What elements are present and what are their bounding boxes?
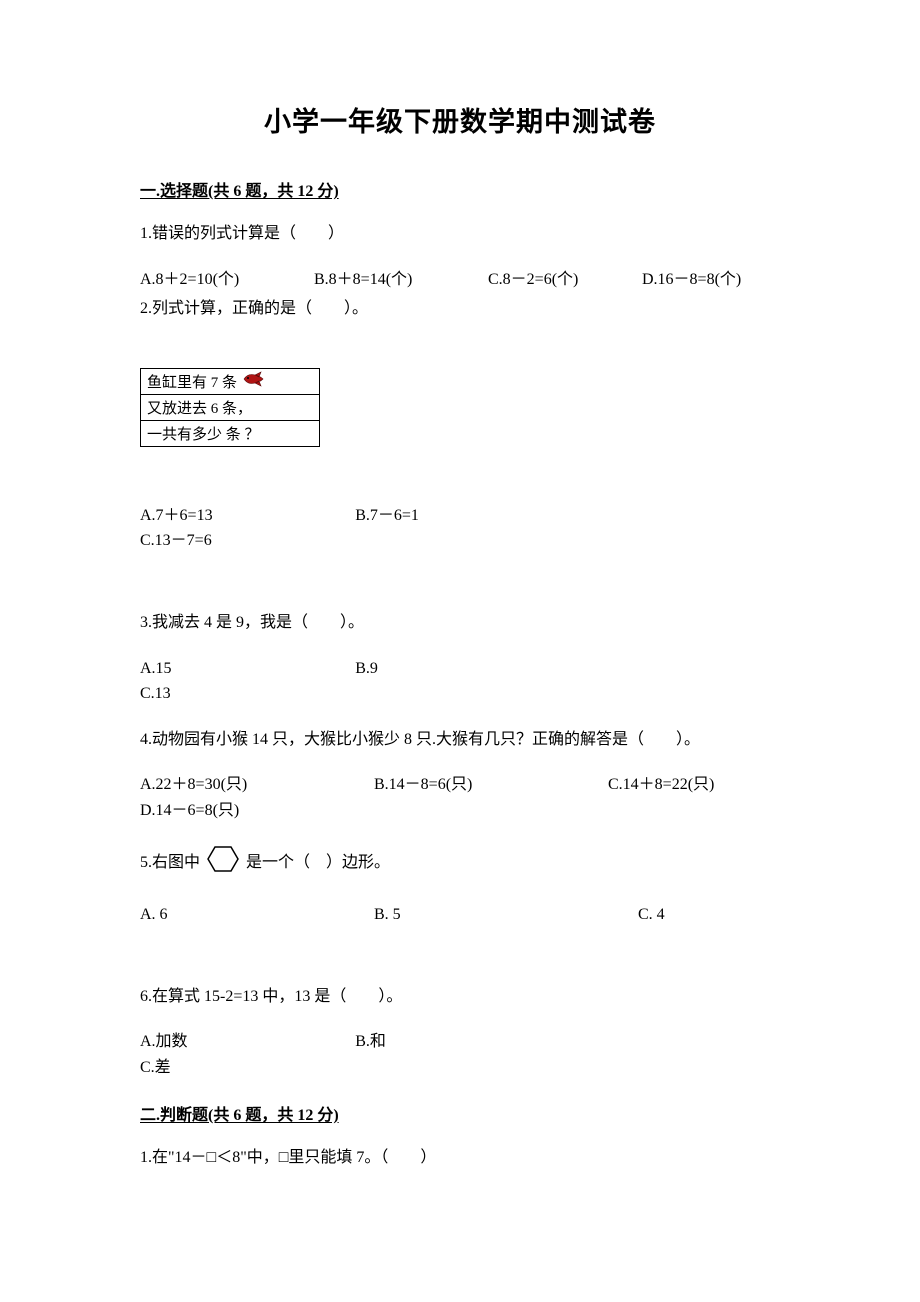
q5-opt-b: B. 5 (374, 902, 634, 928)
q4-opt-b: B.14－8=6(只) (374, 772, 604, 798)
q4-options: A.22＋8=30(只) B.14－8=6(只) C.14＋8=22(只) D.… (140, 772, 780, 823)
q3-stem: 3.我减去 4 是 9，我是（ ）。 (140, 610, 780, 636)
q2-opt-b: B.7－6=1 (355, 503, 566, 529)
q2-opt-a: A.7＋6=13 (140, 503, 351, 529)
q1-opt-c: C.8－2=6(个) (488, 267, 638, 293)
q4-opt-a: A.22＋8=30(只) (140, 772, 370, 798)
q5-stem-post: 是一个（ ）边形。 (246, 854, 390, 871)
q3-opt-c: C.13 (140, 681, 351, 707)
q5-opt-a: A. 6 (140, 902, 370, 928)
section-2-header: 二.判断题(共 6 题，共 12 分) (140, 1101, 780, 1125)
hexagon-icon (206, 844, 240, 883)
q2-box: 鱼缸里有 7 条 又放进去 6 条， 一共有多少 条 ？ (140, 368, 320, 447)
q4-opt-d: D.14－6=8(只) (140, 798, 340, 824)
q4-opt-c: C.14＋8=22(只) (608, 772, 714, 798)
q2-box-row-3: 一共有多少 条 ？ (141, 421, 319, 446)
exam-title: 小学一年级下册数学期中测试卷 (140, 100, 780, 139)
q1-opt-a: A.8＋2=10(个) (140, 267, 310, 293)
q5-options: A. 6 B. 5 C. 4 (140, 902, 780, 928)
q3-opt-a: A.15 (140, 656, 351, 682)
q2-options: A.7＋6=13 B.7－6=1 C.13－7=6 (140, 503, 780, 554)
q6-opt-c: C.差 (140, 1055, 351, 1081)
q3-options: A.15 B.9 C.13 (140, 656, 780, 707)
q2-box-row-1: 鱼缸里有 7 条 (141, 369, 319, 395)
q1-opt-d: D.16－8=8(个) (642, 267, 741, 293)
q6-options: A.加数 B.和 C.差 (140, 1029, 780, 1080)
q2-box-row-2: 又放进去 6 条， (141, 395, 319, 421)
q5-stem-pre: 5.右图中 (140, 854, 200, 871)
section-1-header: 一.选择题(共 6 题，共 12 分) (140, 177, 780, 201)
q5-stem: 5.右图中 是一个（ ）边形。 (140, 844, 780, 883)
q3-opt-b: B.9 (355, 656, 566, 682)
fish-icon (241, 371, 265, 392)
q6-stem: 6.在算式 15-2=13 中，13 是（ ）。 (140, 984, 780, 1010)
q2-opt-c: C.13－7=6 (140, 528, 351, 554)
q1-opt-b: B.8＋8=14(个) (314, 267, 484, 293)
q2-box-r1-text: 鱼缸里有 7 条 (147, 371, 237, 392)
q6-opt-a: A.加数 (140, 1029, 351, 1055)
s2-q1-stem: 1.在"14－□＜8"中，□里只能填 7。（ ） (140, 1145, 780, 1171)
q1-stem: 1.错误的列式计算是（ ） (140, 221, 780, 247)
q2-stem: 2.列式计算，正确的是（ ）。 (140, 296, 780, 322)
q4-stem: 4.动物园有小猴 14 只，大猴比小猴少 8 只.大猴有几只？正确的解答是（ ）… (140, 727, 780, 753)
q6-opt-b: B.和 (355, 1029, 566, 1055)
q5-opt-c: C. 4 (638, 902, 665, 928)
q1-options: A.8＋2=10(个) B.8＋8=14(个) C.8－2=6(个) D.16－… (140, 267, 780, 293)
